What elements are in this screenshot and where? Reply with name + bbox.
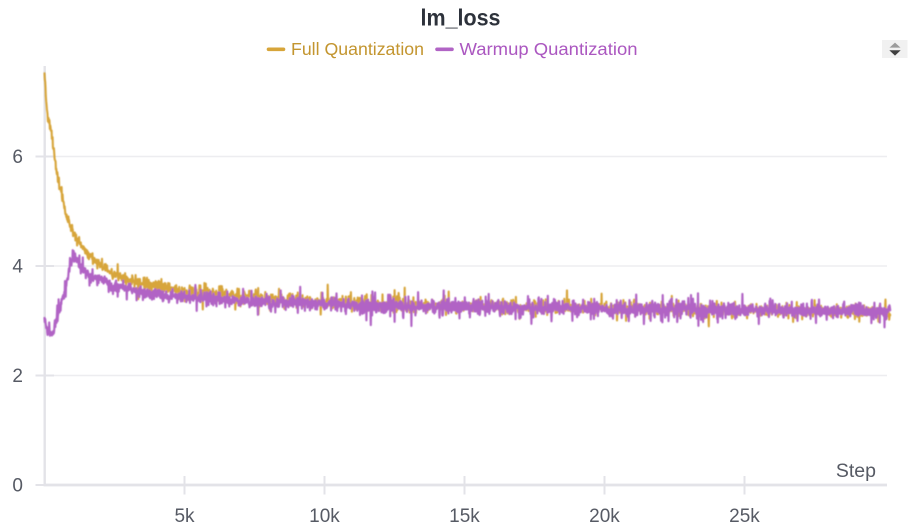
svg-text:2: 2 <box>12 366 23 387</box>
svg-text:5k: 5k <box>174 506 195 527</box>
svg-text:Step: Step <box>836 460 876 482</box>
svg-text:20k: 20k <box>589 506 620 527</box>
svg-text:Full Quantization: Full Quantization <box>291 39 424 59</box>
svg-text:0: 0 <box>12 476 23 497</box>
svg-text:lm_loss: lm_loss <box>421 5 501 31</box>
svg-text:Warmup Quantization: Warmup Quantization <box>460 39 638 59</box>
svg-text:4: 4 <box>12 257 23 278</box>
svg-text:25k: 25k <box>729 506 760 527</box>
svg-text:10k: 10k <box>309 506 340 527</box>
svg-text:6: 6 <box>12 147 23 168</box>
svg-text:15k: 15k <box>449 506 480 527</box>
